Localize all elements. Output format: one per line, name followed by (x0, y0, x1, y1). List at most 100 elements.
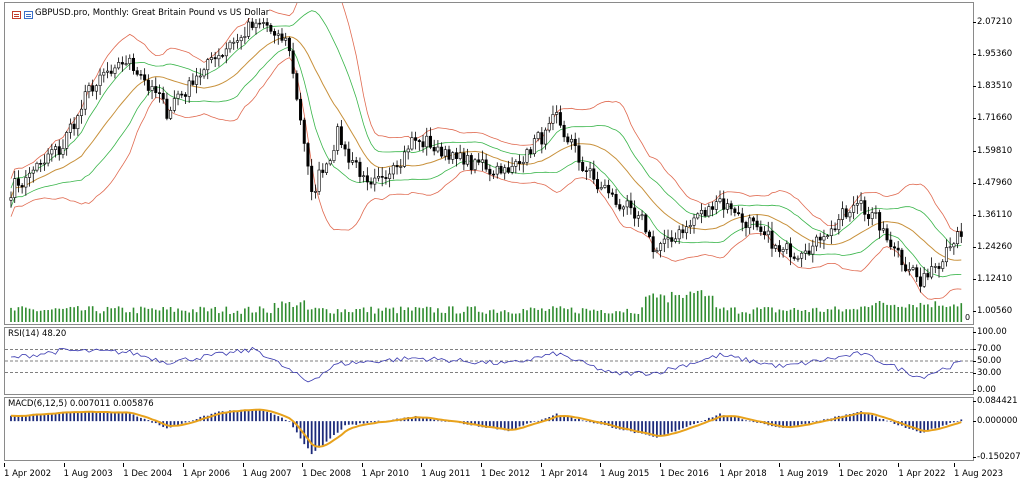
candle-body (529, 149, 533, 155)
macd-bar (648, 421, 651, 436)
rsi-canvas[interactable] (5, 328, 973, 394)
candle-body (265, 22, 269, 26)
time-axis-label: 1 Dec 2016 (659, 463, 709, 479)
candle-body (703, 209, 707, 217)
candle-body (391, 165, 395, 175)
candle-body (673, 238, 677, 242)
candle-body (926, 273, 930, 278)
volume-bar (600, 310, 603, 322)
rsi-panel[interactable]: RSI(14) 48.20 (4, 327, 974, 395)
macd-bar (871, 414, 874, 422)
volume-bar (767, 307, 770, 322)
macd-bar (585, 421, 588, 422)
volume-bar (771, 307, 773, 322)
volume-bar (515, 313, 517, 322)
candle-body (410, 137, 414, 150)
macd-bar (938, 421, 940, 428)
candle (35, 161, 39, 173)
price-chart-panel[interactable]: GBPUSD.pro, Monthly: Great Britain Pound… (4, 2, 974, 325)
candle (191, 73, 195, 86)
candle (640, 210, 644, 221)
candle-body (803, 250, 807, 254)
macd-bar (225, 411, 228, 422)
macd-bar (180, 421, 183, 424)
candle-body (336, 126, 340, 151)
candle (176, 90, 180, 106)
candle-body (469, 155, 473, 171)
volume-bar (489, 310, 491, 322)
macd-bar (366, 421, 369, 423)
volume-bar (763, 307, 766, 322)
price-chart-canvas[interactable] (5, 3, 973, 324)
volume-bar (110, 308, 113, 322)
macd-bar (852, 413, 855, 422)
candle (911, 264, 915, 271)
candle (183, 92, 187, 105)
macd-bar (856, 412, 859, 422)
macd-bar (39, 414, 42, 422)
candle-body (826, 235, 830, 238)
macd-canvas[interactable] (5, 398, 973, 460)
volume-bar (518, 313, 521, 322)
candle (807, 242, 811, 257)
volume-bar (270, 313, 272, 322)
candle-body (892, 246, 896, 249)
volume-bar (953, 304, 955, 322)
volume-bar (132, 307, 135, 322)
candle-body (321, 169, 325, 173)
candle (555, 105, 559, 124)
candle (540, 127, 544, 154)
candle-body (9, 197, 13, 201)
volume-bar (28, 308, 31, 322)
macd-bar (908, 421, 911, 429)
volume-bar (533, 308, 536, 322)
candle-body (852, 204, 856, 213)
candle (866, 206, 870, 226)
candle-body (907, 269, 911, 272)
volume-bar (567, 309, 569, 322)
volume-bar (819, 311, 822, 322)
macd-bar (889, 421, 892, 422)
volume-bar (719, 308, 721, 322)
rsi-axis-label: 30.00 (972, 367, 1002, 378)
macd-bar (522, 421, 525, 426)
candle (24, 170, 28, 196)
candle-body (740, 213, 744, 223)
macd-panel[interactable]: MACD(6,12,5) 0.007011 0.005876 (4, 397, 974, 461)
candle (120, 56, 124, 72)
candle (395, 160, 399, 175)
macd-bar (214, 412, 217, 422)
volume-bar (741, 312, 744, 322)
volume-bar (307, 309, 309, 322)
candle (440, 142, 444, 159)
candle-body (187, 80, 191, 97)
volume-bar (21, 306, 23, 322)
candle-body (900, 249, 904, 266)
candle (150, 80, 154, 100)
volume-bar (782, 310, 784, 322)
candle (544, 127, 548, 150)
candle-body (428, 135, 432, 148)
volume-bar (607, 313, 610, 322)
price-axis-label: 1.83510 (972, 81, 1013, 92)
volume-bar (641, 307, 643, 322)
macd-bar (622, 421, 625, 431)
volume-bar (656, 297, 658, 322)
candle-body (711, 206, 715, 210)
candle-body (436, 146, 440, 152)
candle (428, 127, 432, 150)
candle (239, 34, 243, 50)
chart-properties-icon[interactable] (12, 11, 21, 19)
macd-bar (184, 421, 187, 423)
candle-body (258, 22, 262, 25)
macd-bar (95, 412, 98, 422)
macd-bar (849, 413, 851, 422)
volume-bar (734, 307, 736, 322)
candle-body (607, 184, 611, 194)
candle (904, 256, 908, 273)
candle (521, 156, 525, 173)
candle (785, 240, 789, 254)
candle-body (198, 75, 202, 78)
chart-window-icon[interactable] (24, 11, 33, 19)
candle-body (881, 228, 885, 231)
